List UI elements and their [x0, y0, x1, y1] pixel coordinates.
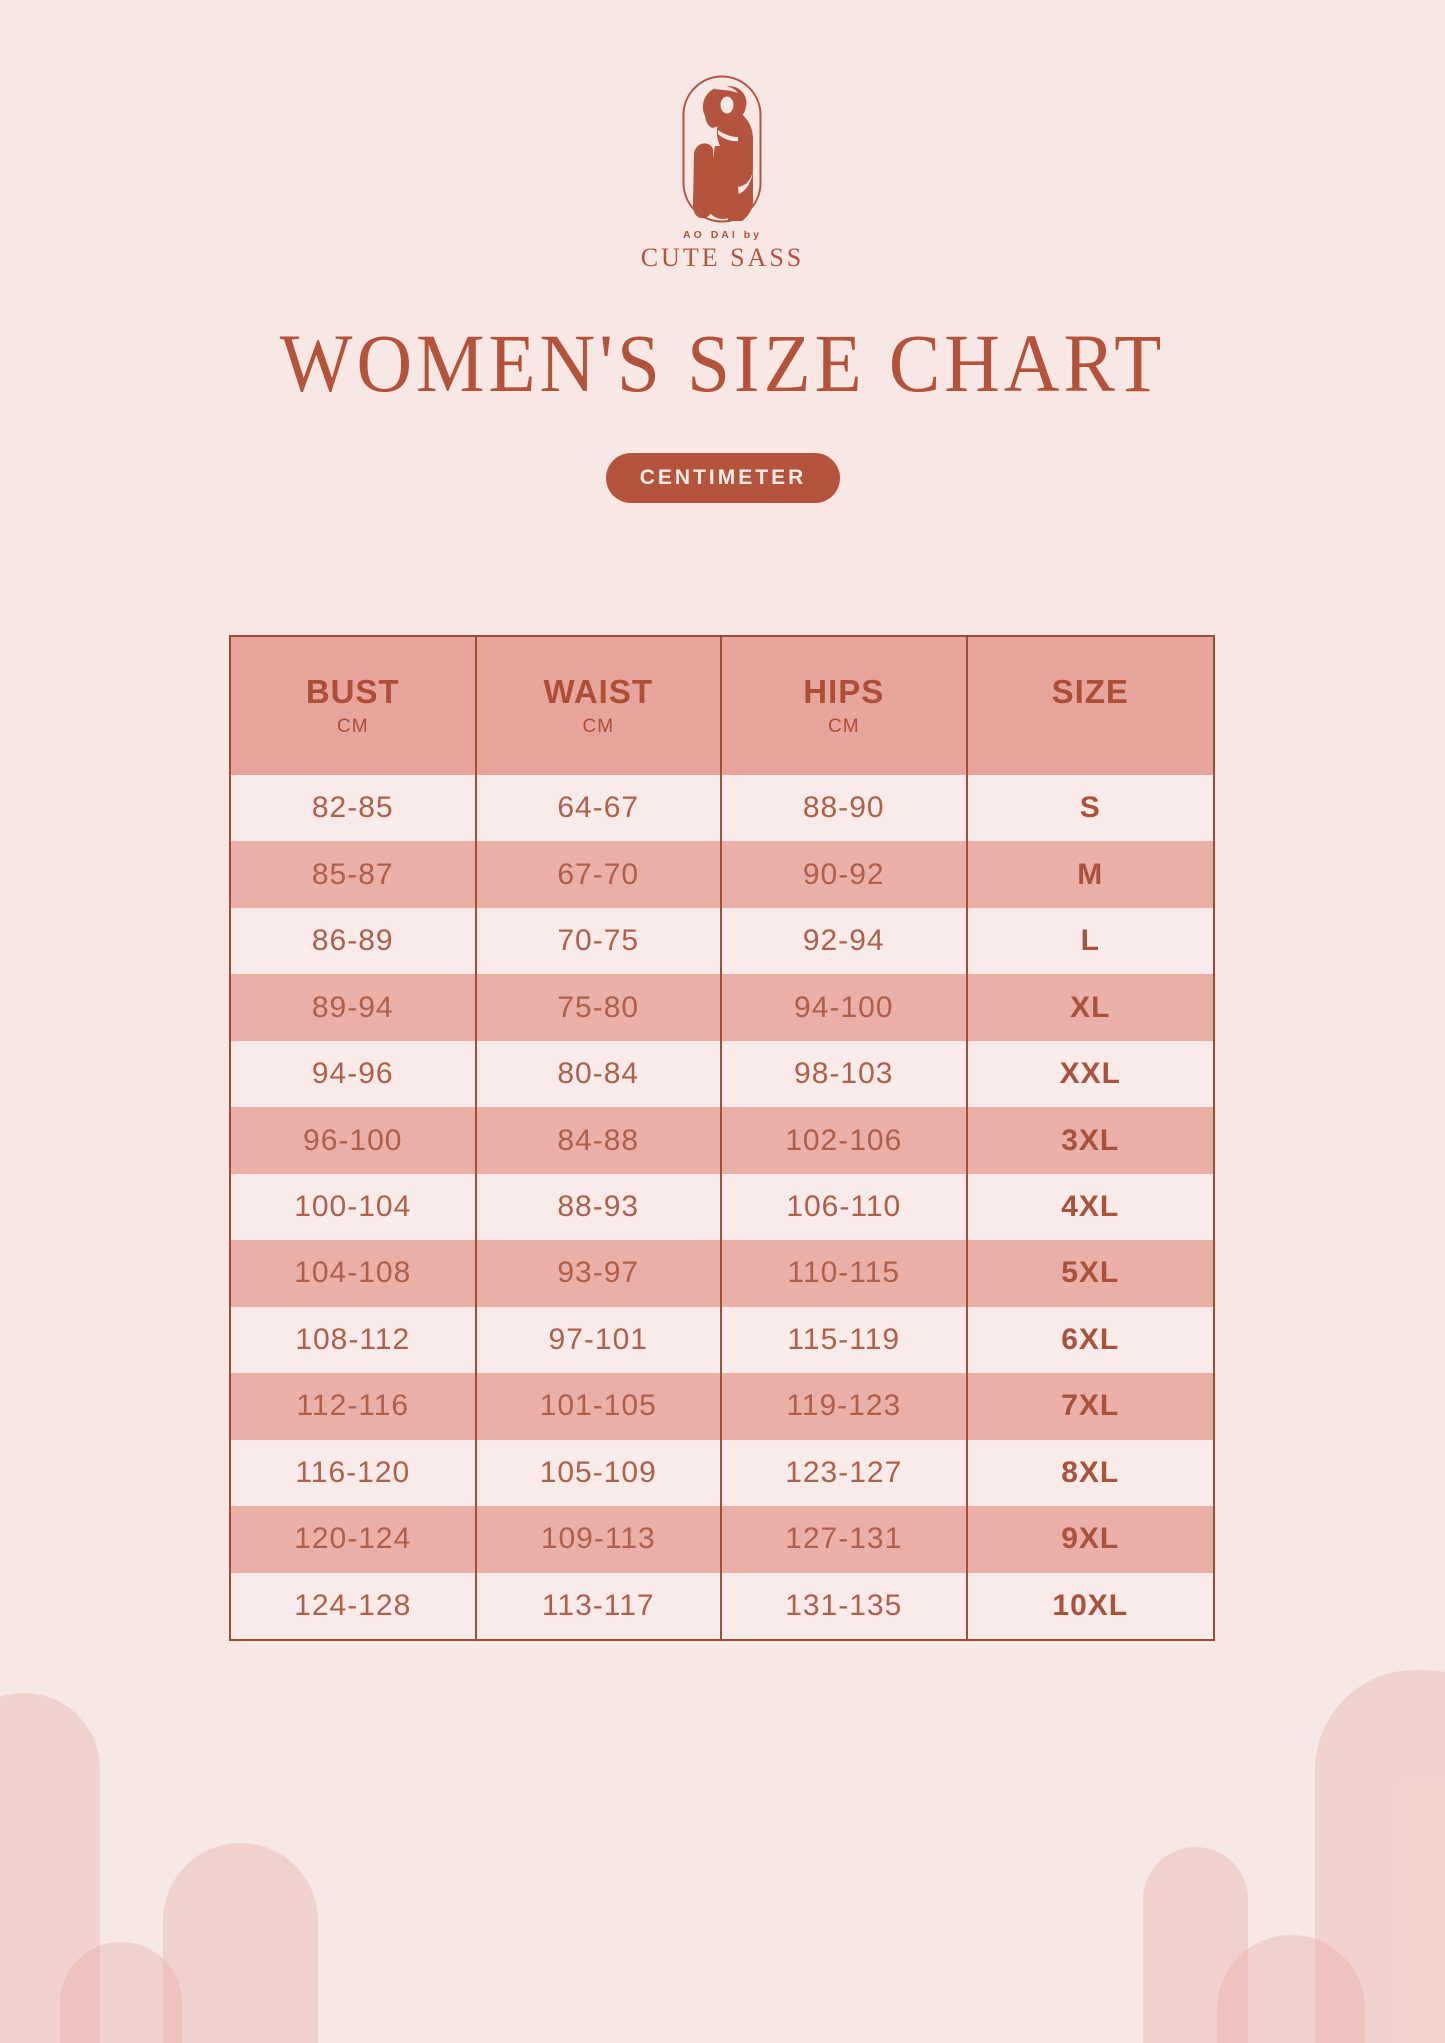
- waist-cell: 113-117: [477, 1572, 722, 1639]
- arch-decoration: [0, 1693, 100, 2043]
- size-cell: 7XL: [1061, 1389, 1120, 1423]
- arch-decoration: [1143, 1847, 1248, 2043]
- table-row: 85-87 67-70 90-92 M: [231, 841, 1213, 908]
- table-row: 100-104 88-93 106-110 4XL: [231, 1173, 1213, 1241]
- table-row: 120-124 109-113 127-131 9XL: [231, 1506, 1213, 1573]
- bust-cell: 124-128: [231, 1572, 477, 1639]
- hips-cell: 127-131: [722, 1506, 968, 1573]
- table-body: 82-85 64-67 88-90 S 85-87 67-70 90-92 M …: [231, 775, 1213, 1639]
- bust-cell: 86-89: [231, 907, 477, 975]
- size-cell: 10XL: [1052, 1588, 1129, 1622]
- waist-cell: 64-67: [477, 775, 722, 842]
- table-header-row: BUST CM WAIST CM HIPS CM SIZE: [231, 637, 1213, 775]
- bust-cell: 85-87: [231, 841, 477, 908]
- waist-cell: 84-88: [477, 1107, 722, 1174]
- header-cell-size: SIZE: [968, 637, 1214, 775]
- bust-cell: 89-94: [231, 974, 477, 1041]
- header-unit: CM: [827, 715, 860, 737]
- bust-cell: 82-85: [231, 775, 477, 842]
- waist-cell: 80-84: [477, 1040, 722, 1108]
- brand-logo: [682, 75, 762, 223]
- size-table: BUST CM WAIST CM HIPS CM SIZE 82-85 64-6…: [229, 635, 1215, 1641]
- arch-decoration: [1217, 1935, 1365, 2043]
- bust-cell: 96-100: [231, 1107, 477, 1174]
- table-row: 89-94 75-80 94-100 XL: [231, 974, 1213, 1041]
- table-row: 108-112 97-101 115-119 6XL: [231, 1306, 1213, 1374]
- size-cell: 8XL: [1061, 1455, 1120, 1489]
- hips-cell: 110-115: [722, 1240, 968, 1307]
- table-row: 124-128 113-117 131-135 10XL: [231, 1572, 1213, 1639]
- hips-cell: 102-106: [722, 1107, 968, 1174]
- waist-cell: 109-113: [477, 1506, 722, 1573]
- header-unit: CM: [582, 715, 615, 737]
- hips-cell: 123-127: [722, 1439, 968, 1507]
- size-cell: XL: [1070, 990, 1111, 1024]
- header-cell-waist: WAIST CM: [477, 637, 722, 775]
- arch-decoration: [163, 1843, 318, 2043]
- bust-cell: 94-96: [231, 1040, 477, 1108]
- hips-cell: 92-94: [722, 907, 968, 975]
- size-cell: M: [1077, 857, 1104, 891]
- hips-cell: 131-135: [722, 1572, 968, 1639]
- header-label: SIZE: [1051, 672, 1129, 710]
- table-row: 112-116 101-105 119-123 7XL: [231, 1373, 1213, 1440]
- arch-decoration: [1315, 1670, 1445, 2043]
- table-row: 116-120 105-109 123-127 8XL: [231, 1439, 1213, 1507]
- table-row: 82-85 64-67 88-90 S: [231, 775, 1213, 842]
- header-label: BUST: [305, 672, 400, 710]
- hips-cell: 94-100: [722, 974, 968, 1041]
- hips-cell: 106-110: [722, 1173, 968, 1241]
- waist-cell: 97-101: [477, 1306, 722, 1374]
- size-cell: XXL: [1059, 1057, 1121, 1091]
- waist-cell: 75-80: [477, 974, 722, 1041]
- bust-cell: 112-116: [231, 1373, 477, 1440]
- hips-cell: 119-123: [722, 1373, 968, 1440]
- size-cell: L: [1080, 924, 1100, 958]
- header-label: HIPS: [803, 672, 885, 710]
- arch-decoration: [60, 1942, 182, 2043]
- header-unit: CM: [336, 715, 369, 737]
- brand-name: CUTE SASS: [640, 243, 805, 272]
- hips-cell: 98-103: [722, 1040, 968, 1108]
- bust-cell: 120-124: [231, 1506, 477, 1573]
- size-cell: 9XL: [1061, 1522, 1120, 1556]
- ao-dai-woman-icon: [682, 75, 762, 223]
- waist-cell: 70-75: [477, 907, 722, 975]
- hips-cell: 115-119: [722, 1306, 968, 1374]
- waist-cell: 101-105: [477, 1373, 722, 1440]
- size-cell: 6XL: [1061, 1322, 1120, 1356]
- unit-badge: CENTIMETER: [606, 453, 840, 503]
- table-row: 94-96 80-84 98-103 XXL: [231, 1040, 1213, 1108]
- table-row: 96-100 84-88 102-106 3XL: [231, 1107, 1213, 1174]
- size-cell: 5XL: [1061, 1256, 1120, 1290]
- table-row: 104-108 93-97 110-115 5XL: [231, 1240, 1213, 1307]
- brand-tagline: AO DAI by: [683, 229, 762, 241]
- size-cell: 3XL: [1061, 1123, 1120, 1157]
- header-cell-hips: HIPS CM: [722, 637, 968, 775]
- header-cell-bust: BUST CM: [231, 637, 477, 775]
- bust-cell: 100-104: [231, 1173, 477, 1241]
- hips-cell: 90-92: [722, 841, 968, 908]
- waist-cell: 88-93: [477, 1173, 722, 1241]
- bust-cell: 108-112: [231, 1306, 477, 1374]
- size-cell: 4XL: [1061, 1189, 1120, 1223]
- bust-cell: 116-120: [231, 1439, 477, 1507]
- page-title: WOMEN'S SIZE CHART: [279, 317, 1166, 410]
- bust-cell: 104-108: [231, 1240, 477, 1307]
- hips-cell: 88-90: [722, 775, 968, 842]
- waist-cell: 67-70: [477, 841, 722, 908]
- size-cell: S: [1079, 791, 1101, 825]
- table-row: 86-89 70-75 92-94 L: [231, 907, 1213, 975]
- waist-cell: 105-109: [477, 1439, 722, 1507]
- waist-cell: 93-97: [477, 1240, 722, 1307]
- header-label: WAIST: [543, 672, 653, 710]
